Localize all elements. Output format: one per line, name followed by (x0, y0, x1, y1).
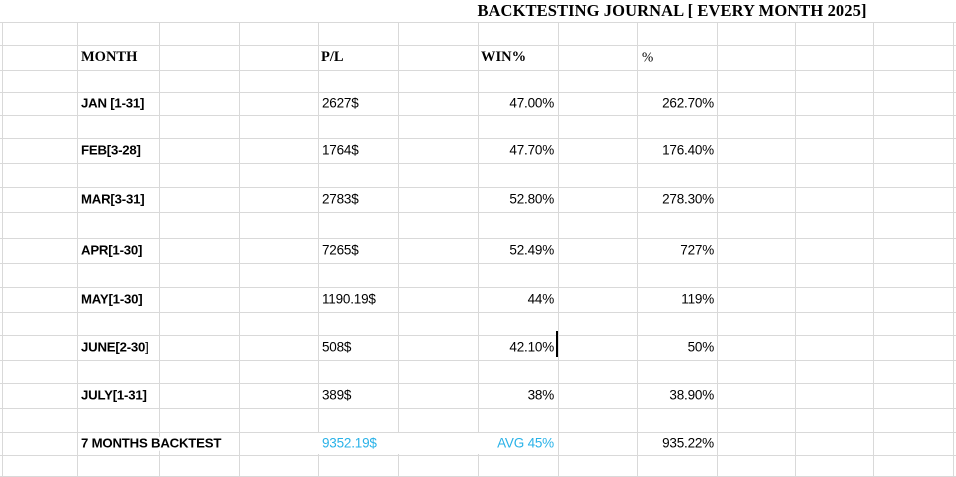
header-month[interactable]: MONTH (79, 48, 140, 66)
pct-cell-6[interactable]: 38.90% (667, 387, 716, 403)
month-cell-0[interactable]: JAN [1-31] (79, 95, 147, 111)
pct-cell-0[interactable]: 262.70% (660, 95, 716, 111)
month-cell-6[interactable]: JULY[1-31] (79, 387, 149, 403)
pl-cell-3[interactable]: 7265$ (320, 242, 361, 258)
pl-cell-6[interactable]: 389$ (320, 387, 354, 403)
pl-cell-4[interactable]: 1190.19$ (320, 291, 378, 307)
gridline-v (159, 22, 160, 477)
pct-cell-3[interactable]: 727% (678, 242, 716, 258)
month-cell-2[interactable]: MAR[3-31] (79, 191, 147, 207)
pl-cell-5[interactable]: 508$ (320, 339, 354, 355)
pct-cell-4[interactable]: 119% (679, 291, 716, 307)
title-cell[interactable]: BACKTESTING JOURNAL [ EVERY MONTH 2025] (475, 0, 869, 21)
gridline-v (873, 22, 874, 477)
pct-cell-1[interactable]: 176.40% (660, 142, 716, 158)
win-cell-5[interactable]: 42.10% (507, 339, 556, 355)
month-cell-3[interactable]: APR[1-30] (79, 242, 145, 258)
win-cell-0[interactable]: 47.00% (507, 95, 556, 111)
win-cell-1[interactable]: 47.70% (507, 142, 556, 158)
header-pct[interactable]: % (640, 49, 656, 65)
pl-cell-0[interactable]: 2627$ (320, 95, 361, 111)
pct-cell-2[interactable]: 278.30% (660, 191, 716, 207)
header-win[interactable]: WIN% (479, 48, 529, 66)
month-cell-4[interactable]: MAY[1-30] (79, 291, 145, 307)
pl-cell-1[interactable]: 1764$ (320, 142, 361, 158)
win-cell-2[interactable]: 52.80% (507, 191, 556, 207)
gridline-v (478, 22, 479, 477)
header-pl[interactable]: P/L (319, 48, 346, 66)
gridline-v (795, 22, 796, 477)
gridline-v (717, 22, 718, 477)
gridline-v (318, 22, 319, 477)
gridline-v (953, 22, 954, 477)
win-cell-7[interactable]: AVG 45% (495, 435, 556, 451)
text-cursor (556, 331, 558, 357)
gridline-v (637, 22, 638, 477)
gridline-v (558, 22, 559, 477)
month-cell-5[interactable]: JUNE[2-30] (79, 339, 151, 355)
win-cell-6[interactable]: 38% (525, 387, 556, 403)
gridline-v (239, 22, 240, 477)
month-cell-suffix: ] (145, 339, 149, 355)
gridline-v (2, 22, 3, 477)
pl-cell-2[interactable]: 2783$ (320, 191, 361, 207)
month-cell-1[interactable]: FEB[3-28] (79, 142, 143, 158)
win-cell-3[interactable]: 52.49% (507, 242, 556, 258)
pct-cell-7[interactable]: 935.22% (660, 435, 716, 451)
pl-cell-7[interactable]: 9352.19$ (320, 435, 379, 451)
win-cell-4[interactable]: 44% (525, 291, 556, 307)
pct-cell-5[interactable]: 50% (685, 339, 716, 355)
gridline-v (398, 22, 399, 477)
gridline-v (77, 22, 78, 477)
month-cell-7[interactable]: 7 MONTHS BACKTEST (79, 435, 224, 451)
